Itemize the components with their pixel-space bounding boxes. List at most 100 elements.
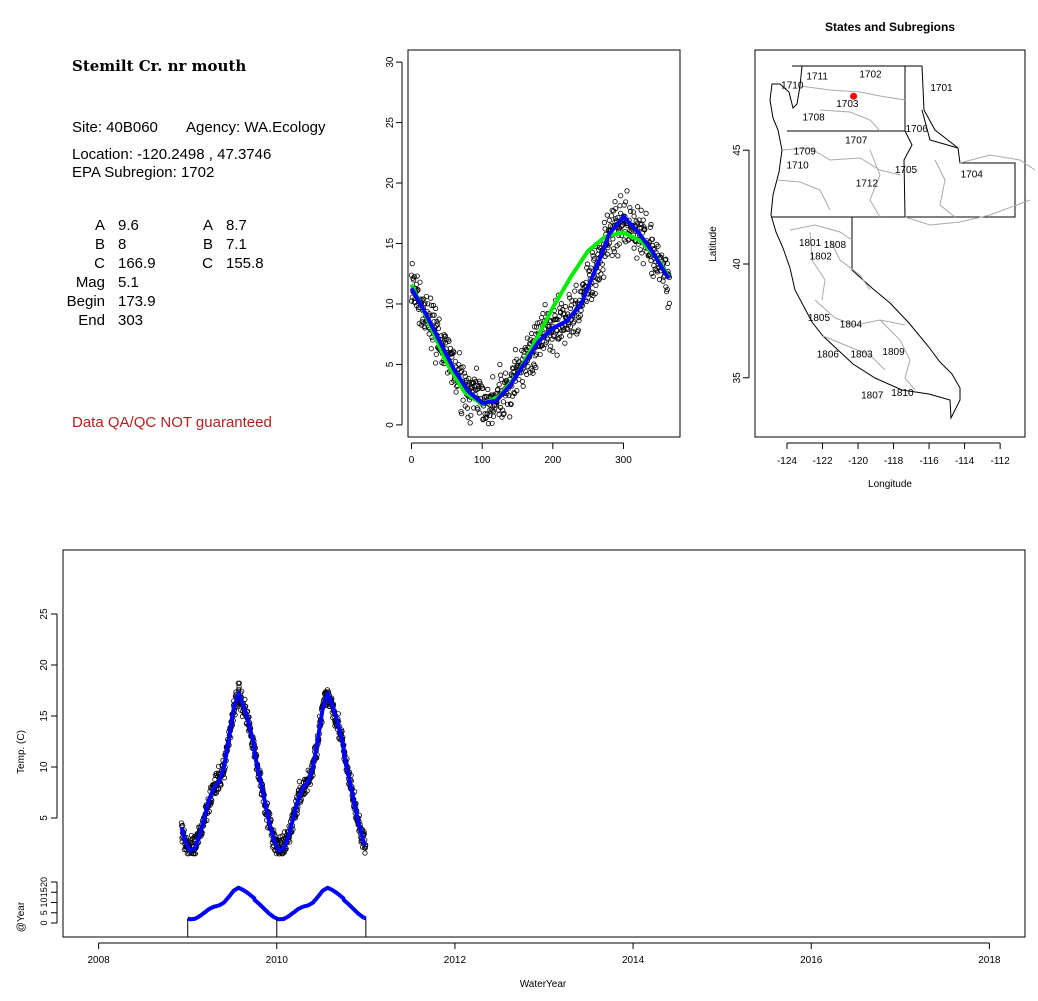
seasonal-data-point <box>545 323 551 330</box>
seasonal-data-point <box>550 348 556 354</box>
seasonal-x-tick-label: 200 <box>544 455 561 466</box>
qa-disclaimer: Data QA/QC NOT guaranteed <box>72 414 272 431</box>
seasonal-data-point <box>666 300 673 307</box>
map-x-tick-label: -116 <box>919 456 939 467</box>
param-name: Begin <box>66 293 105 310</box>
seasonal-data-point <box>461 370 468 376</box>
seasonal-data-point <box>604 212 610 218</box>
seasonal-data-point <box>473 365 480 371</box>
seasonal-data-point <box>608 213 615 219</box>
seasonal-data-point <box>497 372 504 378</box>
seasonal-data-point <box>554 352 560 358</box>
seasonal-data-point <box>459 411 465 417</box>
timeseries-data-point <box>212 776 218 782</box>
region-label: 1702 <box>859 69 882 80</box>
seasonal-data-point <box>650 273 656 280</box>
timeseries-data-point <box>236 684 242 690</box>
seasonal-data-point <box>411 274 417 280</box>
map-x-tick-label: -114 <box>955 456 975 467</box>
annual-fit-subplot <box>186 885 367 937</box>
seasonal-data-point <box>432 360 439 366</box>
seasonal-data-point <box>617 203 623 209</box>
seasonal-data-point <box>507 414 513 420</box>
seasonal-data-point <box>618 223 624 229</box>
region-label: 1710 <box>781 81 804 92</box>
subregion-boundary <box>809 231 826 301</box>
seasonal-y-tick-label: 10 <box>385 298 396 310</box>
seasonal-data-point <box>558 301 564 307</box>
timeseries-x-tick-label: 2012 <box>444 955 467 966</box>
seasonal-data-point <box>613 206 619 212</box>
param-name: End <box>78 312 105 329</box>
region-label: 1710 <box>787 160 810 171</box>
region-label: 1711 <box>806 72 828 83</box>
seasonal-data-point <box>428 302 434 308</box>
subregion-boundary <box>829 239 871 291</box>
seasonal-data-point <box>591 255 598 261</box>
region-label: 1801 <box>799 238 822 249</box>
seasonal-x-tick-label: 300 <box>615 455 632 466</box>
seasonal-data-point <box>610 246 617 252</box>
param-value: 7.1 <box>226 236 247 253</box>
region-label: 1707 <box>845 135 868 146</box>
seasonal-data-point <box>435 325 441 332</box>
map-x-tick-label: -118 <box>884 456 904 467</box>
seasonal-data-point <box>423 293 429 300</box>
seasonal-data-point <box>497 361 503 368</box>
green-fit-line <box>409 230 671 407</box>
param-value: 155.8 <box>226 255 264 272</box>
seasonal-data-point <box>611 248 617 255</box>
seasonal-x-tick-label: 100 <box>474 455 491 466</box>
seasonal-data-point <box>414 273 420 279</box>
subregion-boundary <box>959 154 1036 171</box>
seasonal-data-point <box>496 382 502 388</box>
region-label: 1806 <box>817 349 840 360</box>
seasonal-data-point <box>663 289 670 295</box>
seasonal-data-point <box>655 243 661 249</box>
seasonal-data-point <box>640 261 646 267</box>
seasonal-data-point <box>593 282 599 289</box>
seasonal-data-point <box>460 364 466 370</box>
seasonal-data-point <box>663 284 669 290</box>
param-value: 8 <box>118 236 127 253</box>
seasonal-data-point <box>464 405 470 411</box>
seasonal-data-point <box>572 288 578 294</box>
seasonal-data-point <box>654 269 660 275</box>
subplot-y-tick-label: 10 <box>39 897 49 907</box>
seasonal-data-point <box>468 412 474 419</box>
region-label: 1709 <box>794 147 817 158</box>
seasonal-data-point <box>596 276 603 282</box>
region-label: 1803 <box>850 349 873 360</box>
region-label: 1802 <box>810 251 833 262</box>
seasonal-data-point <box>622 199 629 205</box>
subregion-boundary <box>814 299 906 326</box>
seasonal-data-point <box>470 379 476 385</box>
epa-subregion: EPA Subregion: 1702 <box>72 164 215 181</box>
timeseries-data-point <box>362 850 368 856</box>
subregion-boundary <box>822 335 886 371</box>
seasonal-data-point <box>584 298 590 304</box>
seasonal-y-tick-label: 5 <box>385 361 396 367</box>
seasonal-data-point <box>584 261 591 267</box>
seasonal-data-point <box>495 407 502 413</box>
seasonal-data-point <box>547 347 553 353</box>
map-frame <box>754 49 1026 438</box>
seasonal-data-point <box>567 305 574 312</box>
timeseries-y-tick-label: 10 <box>39 761 50 773</box>
subregion-boundary <box>869 149 881 218</box>
param-name: A <box>94 217 105 234</box>
seasonal-data-point <box>622 239 629 245</box>
region-label: 1805 <box>808 313 831 324</box>
subregion-boundary <box>799 85 906 101</box>
seasonal-data-point <box>554 328 560 334</box>
seasonal-fit-lines <box>409 213 671 407</box>
timeseries-data-point <box>304 788 310 794</box>
seasonal-data-point <box>480 385 486 391</box>
timeseries-fit-line <box>179 689 368 853</box>
seasonal-data-point <box>532 353 538 359</box>
seasonal-data-point <box>514 388 520 394</box>
seasonal-data-point <box>471 376 478 382</box>
seasonal-data-point <box>460 397 466 403</box>
map-x-tick-label: -120 <box>848 456 868 467</box>
seasonal-data-point <box>596 277 602 283</box>
